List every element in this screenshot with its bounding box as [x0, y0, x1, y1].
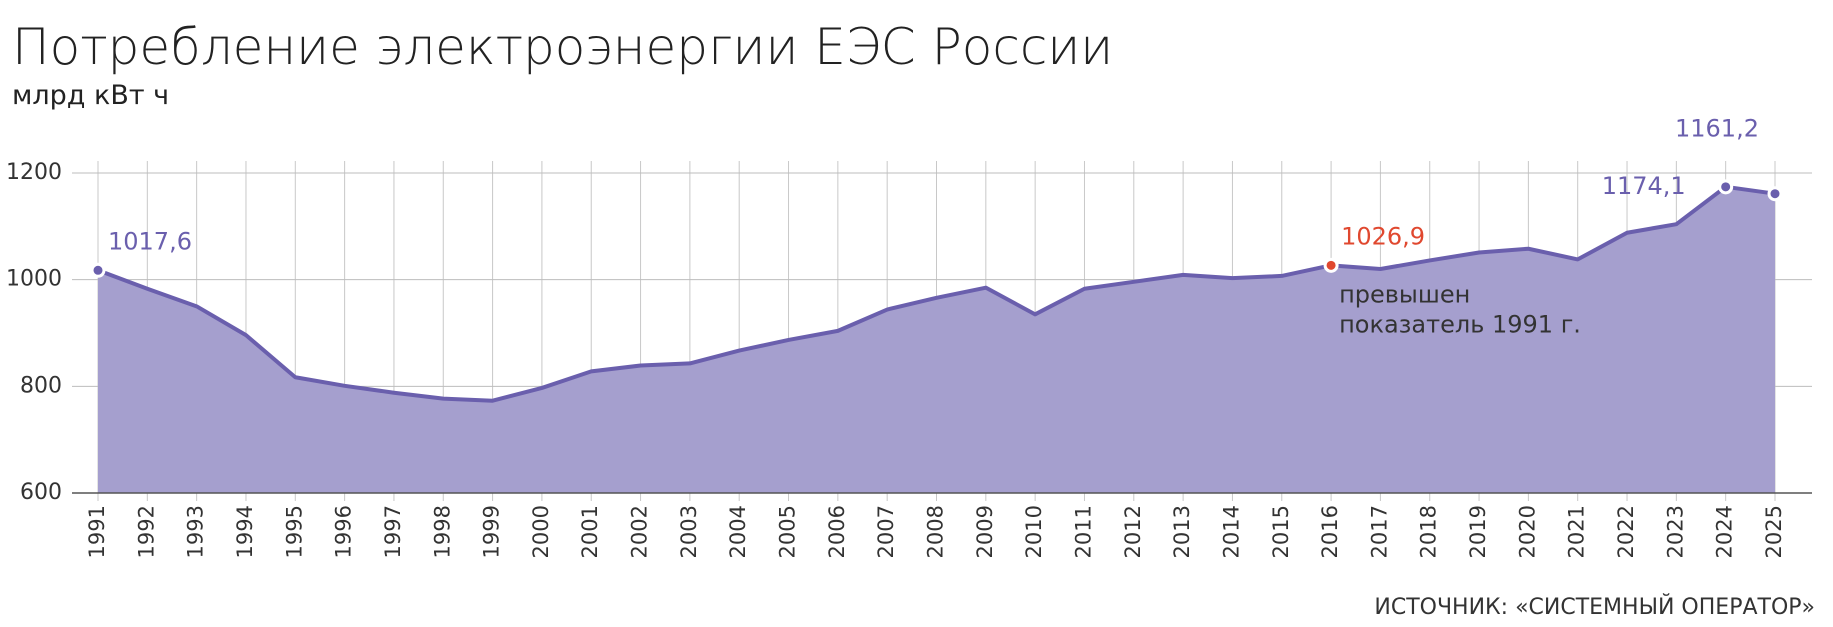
- point-marker: [90, 262, 106, 278]
- x-tick-label: 2020: [1515, 505, 1539, 558]
- x-tick-group: 1991: [85, 505, 109, 558]
- point-marker: [1767, 186, 1783, 202]
- value-label: 1161,2: [1675, 115, 1759, 143]
- x-tick-label: 2022: [1614, 505, 1638, 558]
- x-tick-group: 2020: [1515, 505, 1539, 558]
- chart-subtitle: млрд кВт ч: [12, 80, 169, 111]
- x-tick-label: 1992: [134, 505, 158, 558]
- x-tick-group: 2023: [1663, 505, 1687, 558]
- x-tick-label: 2023: [1663, 505, 1687, 558]
- point-marker: [1718, 179, 1734, 195]
- x-tick-group: 2004: [726, 505, 750, 558]
- x-tick-label: 2016: [1318, 505, 1342, 558]
- x-tick-label: 2008: [924, 505, 948, 558]
- x-tick-group: 2025: [1762, 505, 1786, 558]
- x-tick-group: 1996: [332, 505, 356, 558]
- x-tick-group: 2017: [1367, 505, 1391, 558]
- x-tick-label: 1993: [184, 505, 208, 558]
- x-tick-label: 2000: [529, 505, 553, 558]
- x-tick-label: 1991: [85, 505, 109, 558]
- x-tick-group: 2018: [1417, 505, 1441, 558]
- x-tick-label: 2017: [1367, 505, 1391, 558]
- x-tick-group: 2009: [973, 505, 997, 558]
- x-tick-group: 1997: [381, 505, 405, 558]
- x-tick-label: 1998: [430, 505, 454, 558]
- x-tick-label: 2011: [1071, 505, 1095, 558]
- x-tick-label: 1995: [282, 505, 306, 558]
- x-tick-label: 2010: [1022, 505, 1046, 558]
- x-tick-group: 2010: [1022, 505, 1046, 558]
- x-tick-group: 1999: [480, 505, 504, 558]
- x-tick-group: 2022: [1614, 505, 1638, 558]
- x-tick-label: 2013: [1170, 505, 1194, 558]
- x-tick-label: 2018: [1417, 505, 1441, 558]
- x-tick-group: 2021: [1565, 505, 1589, 558]
- x-tick-label: 1996: [332, 505, 356, 558]
- chart-title: Потребление электроэнергии ЕЭС России: [12, 18, 1113, 76]
- x-tick-label: 2024: [1713, 505, 1737, 558]
- x-tick-label: 2014: [1219, 505, 1243, 558]
- area: [98, 186, 1775, 493]
- x-tick-group: 1993: [184, 505, 208, 558]
- x-tick-group: 2016: [1318, 505, 1342, 558]
- x-tick-label: 2009: [973, 505, 997, 558]
- x-tick-label: 2005: [776, 505, 800, 558]
- x-tick-group: 2019: [1466, 505, 1490, 558]
- x-tick-group: 1998: [430, 505, 454, 558]
- value-label: 1174,1: [1602, 172, 1686, 200]
- x-tick-label: 2021: [1565, 505, 1589, 558]
- annotation: превышен: [1339, 280, 1470, 308]
- y-tick-label: 1200: [6, 160, 62, 185]
- x-tick-label: 2006: [825, 505, 849, 558]
- x-tick-group: 2006: [825, 505, 849, 558]
- annotation: показатель 1991 г.: [1339, 310, 1581, 338]
- x-tick-group: 2013: [1170, 505, 1194, 558]
- x-tick-label: 2007: [874, 505, 898, 558]
- x-tick-group: 2015: [1269, 505, 1293, 558]
- source: ИСТОЧНИК: «СИСТЕМНЫЙ ОПЕРАТОР»: [1374, 594, 1815, 620]
- x-tick-group: 2014: [1219, 505, 1243, 558]
- x-tick-group: 1995: [282, 505, 306, 558]
- x-tick-group: 2007: [874, 505, 898, 558]
- x-tick-label: 2002: [628, 505, 652, 558]
- x-tick-label: 1997: [381, 505, 405, 558]
- value-label: 1017,6: [108, 227, 192, 255]
- line: [97, 184, 1776, 403]
- x-tick-group: 2002: [628, 505, 652, 558]
- y-tick-label: 1000: [6, 267, 62, 292]
- x-tick-label: 1999: [480, 505, 504, 558]
- x-tick-label: 2003: [677, 505, 701, 558]
- x-tick-group: 2005: [776, 505, 800, 558]
- x-tick-group: 2000: [529, 505, 553, 558]
- x-tick-group: 2011: [1071, 505, 1095, 558]
- x-tick-label: 2025: [1762, 505, 1786, 558]
- x-tick-label: 2015: [1269, 505, 1293, 558]
- y-tick-label: 800: [20, 373, 62, 398]
- x-tick-label: 2019: [1466, 505, 1490, 558]
- x-tick-group: 2003: [677, 505, 701, 558]
- x-tick-label: 2001: [578, 505, 602, 558]
- x-tick-group: 1994: [233, 505, 257, 558]
- x-tick-group: 2012: [1121, 505, 1145, 558]
- x-tick-label: 2012: [1121, 505, 1145, 558]
- y-tick-label: 600: [20, 480, 62, 505]
- point-marker: [1323, 257, 1339, 273]
- x-tick-label: 1994: [233, 505, 257, 558]
- x-tick-group: 2008: [924, 505, 948, 558]
- value-label: 1026,9: [1341, 222, 1425, 250]
- x-tick-group: 1992: [134, 505, 158, 558]
- x-tick-label: 2004: [726, 505, 750, 558]
- x-tick-group: 2024: [1713, 505, 1737, 558]
- x-tick-group: 2001: [578, 505, 602, 558]
